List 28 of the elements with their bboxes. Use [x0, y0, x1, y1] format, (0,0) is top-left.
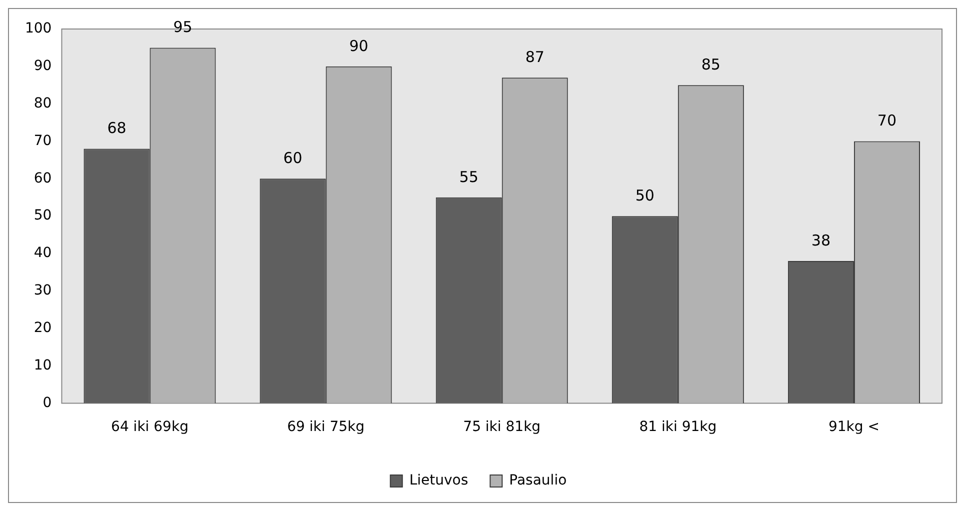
x-tick-label: 81 iki 91kg: [639, 419, 717, 436]
x-tick-label: 75 iki 81kg: [463, 419, 541, 436]
y-tick-label: 10: [34, 357, 52, 374]
y-tick-label: 60: [34, 170, 52, 186]
legend-label: Pasaulio: [509, 472, 567, 489]
data-label: 70: [877, 112, 897, 130]
y-tick-label: 90: [34, 58, 52, 74]
data-label: 68: [107, 119, 126, 138]
data-label: 50: [635, 186, 654, 204]
y-tick-label: 100: [24, 20, 52, 37]
y-tick-label: 80: [34, 95, 52, 112]
legend-label: Lietuvos: [409, 472, 468, 489]
y-tick-label: 20: [34, 320, 52, 336]
data-label: 38: [811, 231, 831, 250]
y-tick-label: 70: [34, 132, 52, 149]
x-tick-label: 91kg <: [828, 419, 880, 436]
y-tick-label: 30: [34, 282, 52, 299]
y-tick-label: 0: [42, 394, 52, 411]
data-label: 60: [283, 149, 302, 168]
data-label: 55: [459, 168, 478, 186]
y-tick-label: 40: [34, 245, 52, 262]
data-label: 87: [525, 48, 544, 66]
data-label: 90: [349, 36, 368, 55]
x-tick-label: 69 iki 75kg: [287, 419, 365, 436]
data-label: 95: [173, 18, 192, 36]
y-tick-label: 50: [34, 208, 52, 224]
x-tick-label: 64 iki 69kg: [111, 419, 188, 436]
data-label: 85: [701, 56, 720, 74]
